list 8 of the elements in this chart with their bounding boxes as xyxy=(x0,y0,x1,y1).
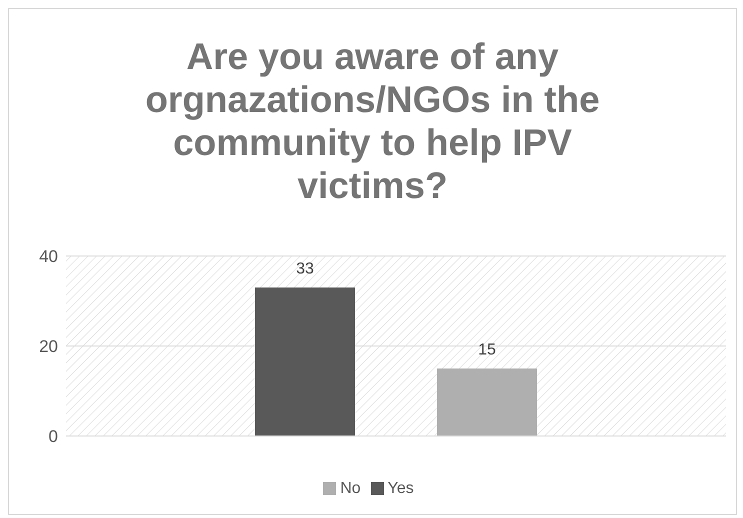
y-tick-label: 0 xyxy=(48,427,58,446)
chart-title: Are you aware of any orgnazations/NGOs in the community to help IPV victims? xyxy=(144,35,601,208)
data-label: 15 xyxy=(478,342,496,358)
y-tick-label: 40 xyxy=(39,247,58,266)
y-tick-label: 20 xyxy=(39,337,58,356)
legend-label: No xyxy=(340,480,361,497)
legend-label: Yes xyxy=(388,480,414,497)
data-label: 33 xyxy=(296,260,314,278)
